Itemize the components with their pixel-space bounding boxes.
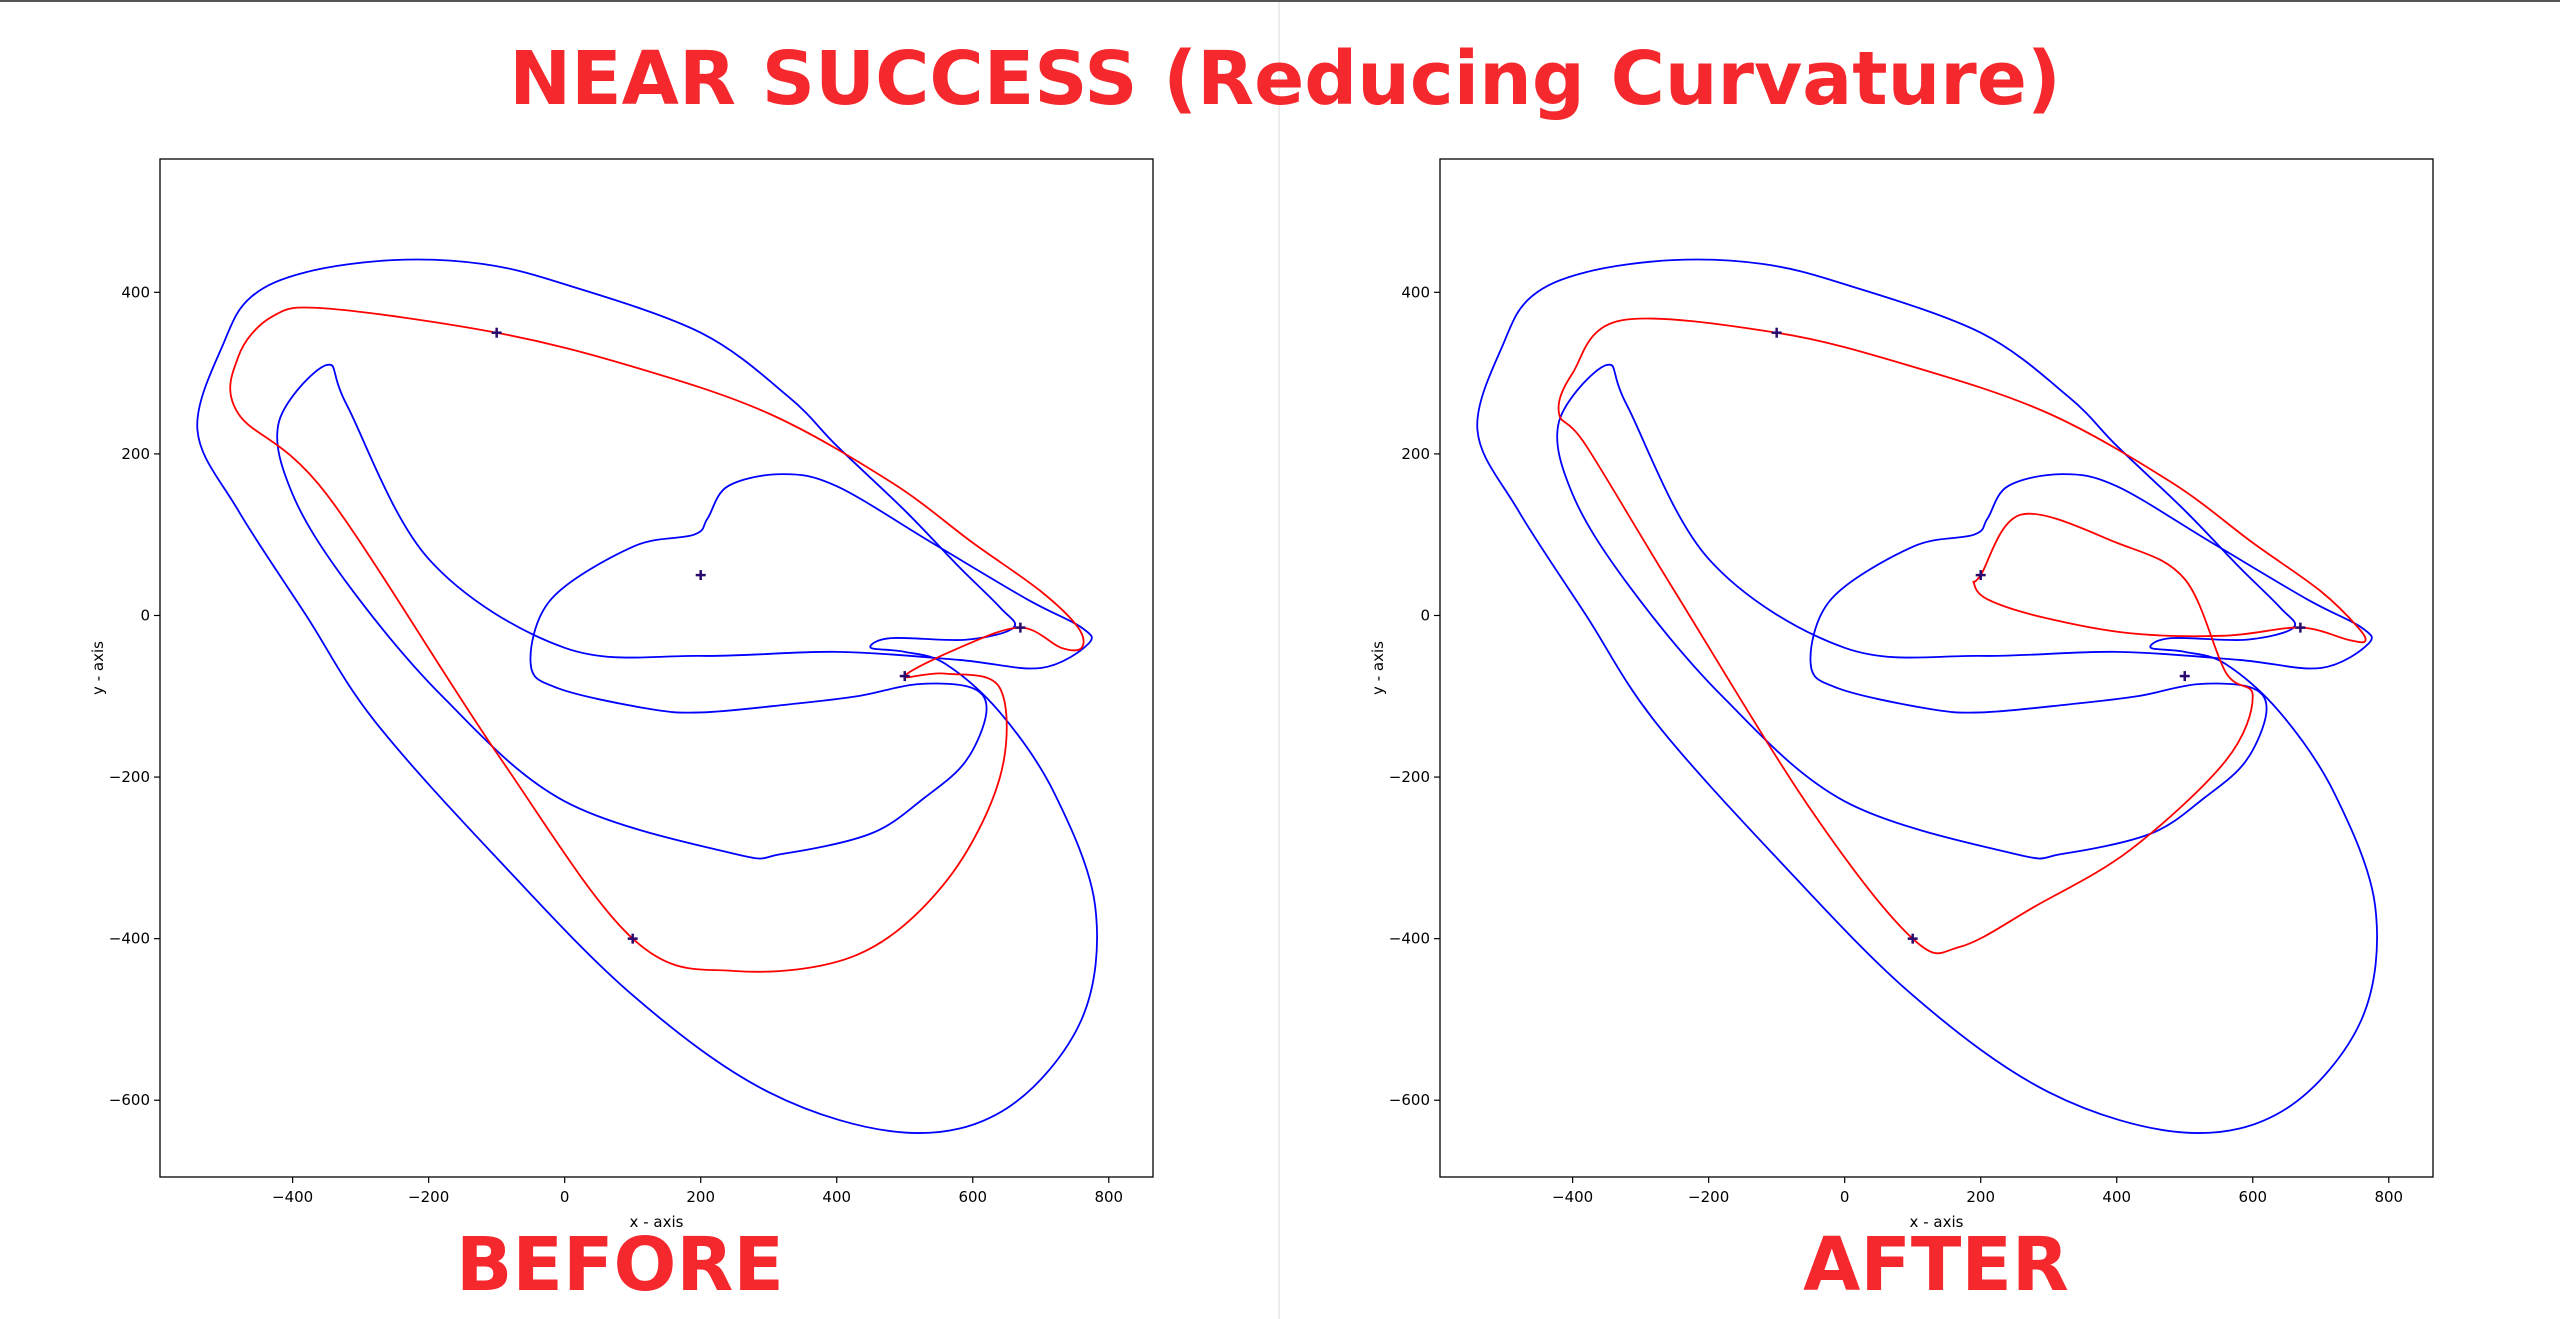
x-tick-label: 0 (560, 1188, 570, 1206)
x-tick-label: 800 (2374, 1188, 2403, 1206)
x-tick-label: −400 (1552, 1188, 1593, 1206)
y-tick-label: −400 (109, 930, 150, 948)
caption-before: BEFORE (456, 1222, 784, 1308)
x-tick-label: −200 (408, 1188, 449, 1206)
waypoint-marker (2179, 671, 2190, 682)
waypoint-marker (1907, 933, 1918, 944)
x-tick-label: 600 (2238, 1188, 2267, 1206)
y-tick-label: −600 (1389, 1091, 1430, 1109)
y-tick-label: 0 (1420, 606, 1430, 624)
y-tick-label: 200 (121, 445, 150, 463)
planned-path-line (1557, 317, 2367, 955)
top-rule (0, 0, 2560, 2)
caption-after: AFTER (1803, 1222, 2069, 1308)
y-axis-label: y - axis (1369, 641, 1387, 695)
waypoint-marker (491, 327, 502, 338)
y-tick-label: 400 (1401, 283, 1430, 301)
x-tick-label: 400 (822, 1188, 851, 1206)
axes-frame (159, 158, 1154, 1178)
x-tick-label: 0 (1840, 1188, 1850, 1206)
inner-boundary-line (276, 363, 1093, 860)
x-tick-label: 200 (686, 1188, 715, 1206)
planned-path-line (229, 306, 1085, 973)
panel-divider (1278, 2, 1280, 1319)
y-axis-label: y - axis (89, 641, 107, 695)
y-tick-label: −200 (109, 768, 150, 786)
waypoint-marker (2295, 622, 2306, 633)
outer-boundary-line (196, 258, 1098, 1134)
waypoint-marker (899, 671, 910, 682)
x-tick-label: 600 (958, 1188, 987, 1206)
x-tick-label: −200 (1688, 1188, 1729, 1206)
waypoint-marker (627, 933, 638, 944)
chart-panel-before: −400 −200 0 200 400 600 800 400 200 0 −200 −400 −600… (89, 158, 1154, 1231)
y-tick-label: 400 (121, 283, 150, 301)
y-tick-label: 200 (1401, 445, 1430, 463)
x-tick-label: −400 (272, 1188, 313, 1206)
axes-frame (1439, 158, 2434, 1178)
y-tick-label: 0 (140, 606, 150, 624)
x-axis-label: x - axis (630, 1213, 684, 1231)
x-tick-label: 800 (1094, 1188, 1123, 1206)
x-tick-label: 200 (1966, 1188, 1995, 1206)
chart-panel-after: −400 −200 0 200 400 600 800 400 200 0 −200 −400 −600… (1369, 158, 2434, 1231)
waypoint-marker (695, 570, 706, 581)
y-tick-label: −600 (109, 1091, 150, 1109)
figure-title: NEAR SUCCESS (Reducing Curvature) (509, 36, 2061, 122)
outer-boundary-line (1476, 258, 2378, 1134)
plot-area (196, 258, 1098, 1134)
y-tick-label: −400 (1389, 930, 1430, 948)
waypoint-marker (1771, 327, 1782, 338)
x-tick-label: 400 (2102, 1188, 2131, 1206)
waypoint-marker (1015, 622, 1026, 633)
x-axis-label: x - axis (1910, 1213, 1964, 1231)
inner-boundary-line (1556, 363, 2373, 860)
waypoint-marker (1975, 570, 1986, 581)
plot-area (1476, 258, 2378, 1134)
y-tick-label: −200 (1389, 768, 1430, 786)
